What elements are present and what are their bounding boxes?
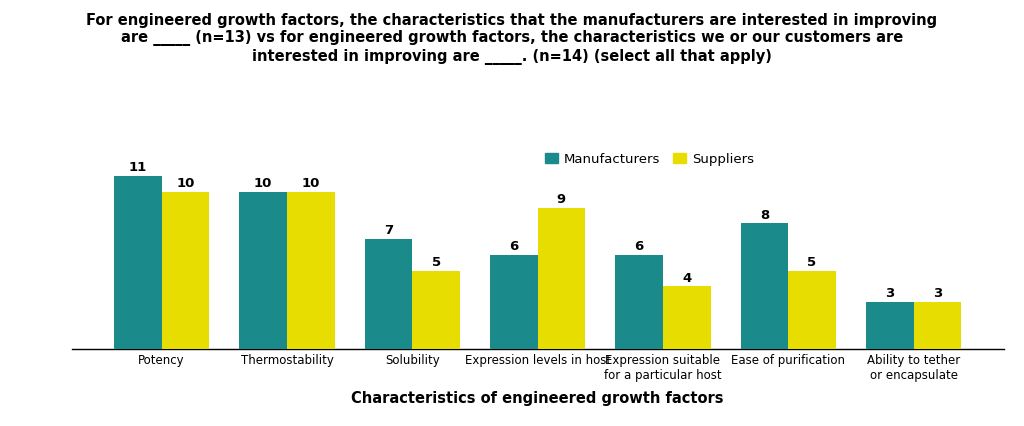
Text: For engineered growth factors, the characteristics that the manufacturers are in: For engineered growth factors, the chara… xyxy=(86,13,938,65)
Bar xyxy=(365,239,413,349)
Text: 6: 6 xyxy=(509,240,518,253)
Text: 5: 5 xyxy=(808,256,816,269)
Bar xyxy=(413,271,460,349)
Text: 10: 10 xyxy=(302,177,319,190)
Bar xyxy=(114,176,162,349)
Bar xyxy=(913,302,962,349)
Bar xyxy=(615,255,663,349)
Bar xyxy=(538,208,586,349)
Text: 3: 3 xyxy=(933,287,942,300)
Bar xyxy=(788,271,836,349)
Text: 9: 9 xyxy=(557,193,566,206)
Bar xyxy=(866,302,913,349)
Text: 5: 5 xyxy=(431,256,440,269)
Bar xyxy=(489,255,538,349)
Text: 8: 8 xyxy=(760,209,769,222)
X-axis label: Characteristics of engineered growth factors: Characteristics of engineered growth fac… xyxy=(351,391,724,406)
Bar xyxy=(663,286,711,349)
Text: 10: 10 xyxy=(254,177,272,190)
Bar xyxy=(162,192,209,349)
Legend: Manufacturers, Suppliers: Manufacturers, Suppliers xyxy=(540,147,759,171)
Text: 7: 7 xyxy=(384,225,393,237)
Text: 4: 4 xyxy=(682,271,691,285)
Bar xyxy=(287,192,335,349)
Bar xyxy=(240,192,287,349)
Text: 6: 6 xyxy=(635,240,644,253)
Text: 3: 3 xyxy=(885,287,894,300)
Text: 11: 11 xyxy=(129,161,147,174)
Bar xyxy=(740,224,788,349)
Text: 10: 10 xyxy=(176,177,195,190)
